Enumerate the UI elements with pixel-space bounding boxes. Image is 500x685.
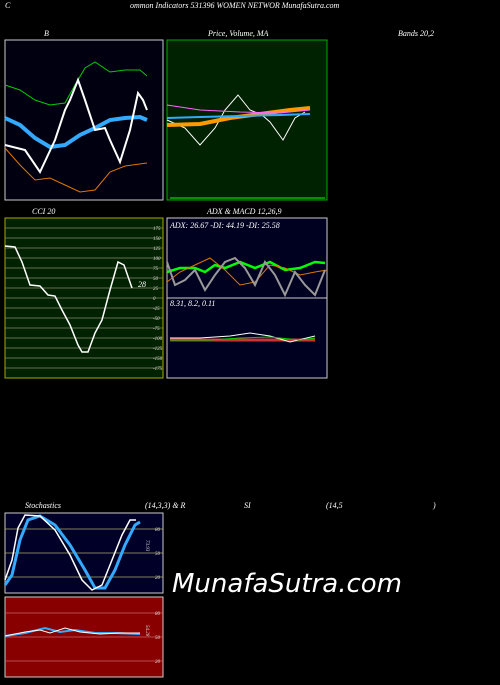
- stoch-title-end: ): [432, 501, 436, 510]
- signal-line: [170, 336, 316, 341]
- tick-label: 25: [153, 287, 159, 292]
- tick-label: -175: [153, 367, 163, 372]
- stoch-grid: 80 50 20: [5, 528, 163, 581]
- tick-label: 50: [155, 552, 161, 557]
- cci-title: CCI 20: [32, 207, 55, 216]
- cci-grid: 175 150 125 100 75 50 25 0 -25 -50 -75 -100 -125 -150…: [5, 227, 163, 372]
- di-line: [166, 256, 326, 298]
- adx-text: ADX: 26.67 -DI: 44.19 -DI: 25.58: [169, 221, 280, 230]
- tick-label: -25: [153, 307, 160, 312]
- tick-label: 100: [153, 257, 161, 262]
- macd-line: [170, 332, 316, 343]
- ma-line: [166, 113, 311, 119]
- tick-label: 175: [153, 227, 161, 232]
- tick-label: -75: [153, 327, 160, 332]
- adx-panel: [166, 217, 328, 299]
- price-panel: [166, 39, 328, 201]
- bands-title-left: B: [44, 29, 49, 38]
- tick-label: 20: [155, 576, 161, 581]
- tick-label: 50: [153, 277, 159, 282]
- bands-title-right: Bands 20,2: [398, 29, 434, 38]
- bands-panel: [4, 39, 164, 201]
- tick-label: 75: [153, 267, 159, 272]
- bands-title-mid: Price, Volume, MA: [207, 29, 269, 38]
- stoch-value: 73.93: [144, 540, 149, 552]
- rsi-grid: 80 50 20: [5, 612, 163, 665]
- tick-label: -100: [153, 337, 163, 342]
- tick-label: -50: [153, 317, 160, 322]
- stoch-k: [4, 514, 136, 591]
- header-text: ommon Indicators 531396 WOMEN NETWOR Mun…: [130, 1, 340, 10]
- macd-text: 8.31, 8.2, 0.11: [170, 299, 215, 308]
- watermark: MunafaSutra.com: [172, 569, 402, 599]
- upper-band: [4, 61, 148, 106]
- stoch-title-rsi: (14,5: [326, 501, 343, 510]
- tick-label: 50: [155, 636, 161, 641]
- tick-label: 20: [155, 660, 161, 665]
- rsi-line: [4, 627, 140, 637]
- tick-label: -150: [153, 357, 163, 362]
- tick-label: -125: [153, 347, 163, 352]
- tick-label: 0: [153, 297, 156, 302]
- tick-label: 80: [155, 528, 161, 533]
- middle-band: [4, 114, 148, 150]
- lower-band: [4, 147, 148, 193]
- stoch-title-si: SI: [244, 501, 251, 510]
- cci-value: 28: [138, 280, 146, 289]
- stoch-d: [3, 514, 141, 590]
- stoch-title-mid: (14,3,3) & R: [145, 501, 186, 510]
- header-left: C: [5, 1, 11, 10]
- price-line: [166, 94, 306, 146]
- adx-title: ADX & MACD 12,26,9: [206, 207, 281, 216]
- tick-label: 80: [155, 612, 161, 617]
- tick-label: 150: [153, 237, 161, 242]
- price-line: [4, 77, 148, 175]
- ma-line: [166, 104, 311, 114]
- di-line: [166, 257, 328, 286]
- tick-label: 125: [153, 247, 161, 252]
- rsi-value: 54.28: [144, 625, 149, 637]
- cci-line: [4, 245, 133, 353]
- stoch-title-left: Stochastics: [25, 501, 61, 510]
